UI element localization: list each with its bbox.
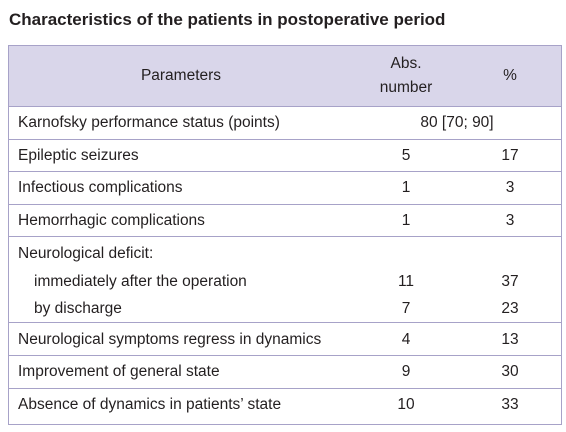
cell-value: 11 [397,273,415,291]
table-row: Hemorrhagic complications 1 3 [9,203,561,237]
cell-value: 33 [501,395,519,413]
cell-value: 10 [397,395,415,413]
cell-value: 7 [401,300,411,318]
cell-value: 4 [401,330,411,348]
table: Parameters Abs. number% Karnofsky performan… [8,45,562,425]
column-header: Abs. [390,55,422,72]
row-label: Absence of dynamics in patients’ state [18,395,282,413]
cell-value: 37 [501,273,519,291]
cell-value: 80 [70; 90] [420,114,494,132]
cell-value: 23 [501,300,519,318]
cell-value: 1 [401,179,411,197]
column-header: % [503,67,517,84]
column-header: number [379,79,433,96]
cell-value: 30 [501,363,519,381]
sub-label: immediately after the operation [34,273,247,291]
row-label: Karnofsky performance status (points) [18,114,280,132]
table-row: Infectious complications 1 3 [9,171,561,204]
title: Characteristics of the patients in posto… [9,10,446,29]
cell-value: 9 [401,363,411,381]
row-label: Neurological deficit: [18,245,154,263]
cell-value: 5 [401,146,411,164]
column-header: Parameters [140,67,222,84]
row-label: Epileptic seizures [18,146,139,164]
cell-value: 1 [401,212,411,230]
table-row: Karnofsky performance status (points) 80 … [9,106,561,139]
row-label: Infectious complications [18,179,183,197]
row-label: Improvement of general state [18,363,220,381]
cell-value: 3 [505,179,515,197]
row-label: Hemorrhagic complications [18,212,205,230]
table-row: Neurological deficit: immediately after t… [9,236,561,322]
row-label: Neurological symptoms regress in dynamic… [18,330,322,348]
cell-value: 13 [501,330,519,348]
table-row: Absence of dynamics in patients’ state 10… [9,387,561,421]
cell-value: 3 [505,212,515,230]
sub-label: by discharge [34,300,122,318]
header-row: Parameters Abs. number% [9,46,561,106]
cell-value: 17 [501,146,519,164]
table-row: Neurological symptoms regress in dynamic… [9,322,561,355]
table-row: Improvement of general state 9 30 [9,355,561,388]
table-row: Epileptic seizures 5 17 [9,138,561,172]
